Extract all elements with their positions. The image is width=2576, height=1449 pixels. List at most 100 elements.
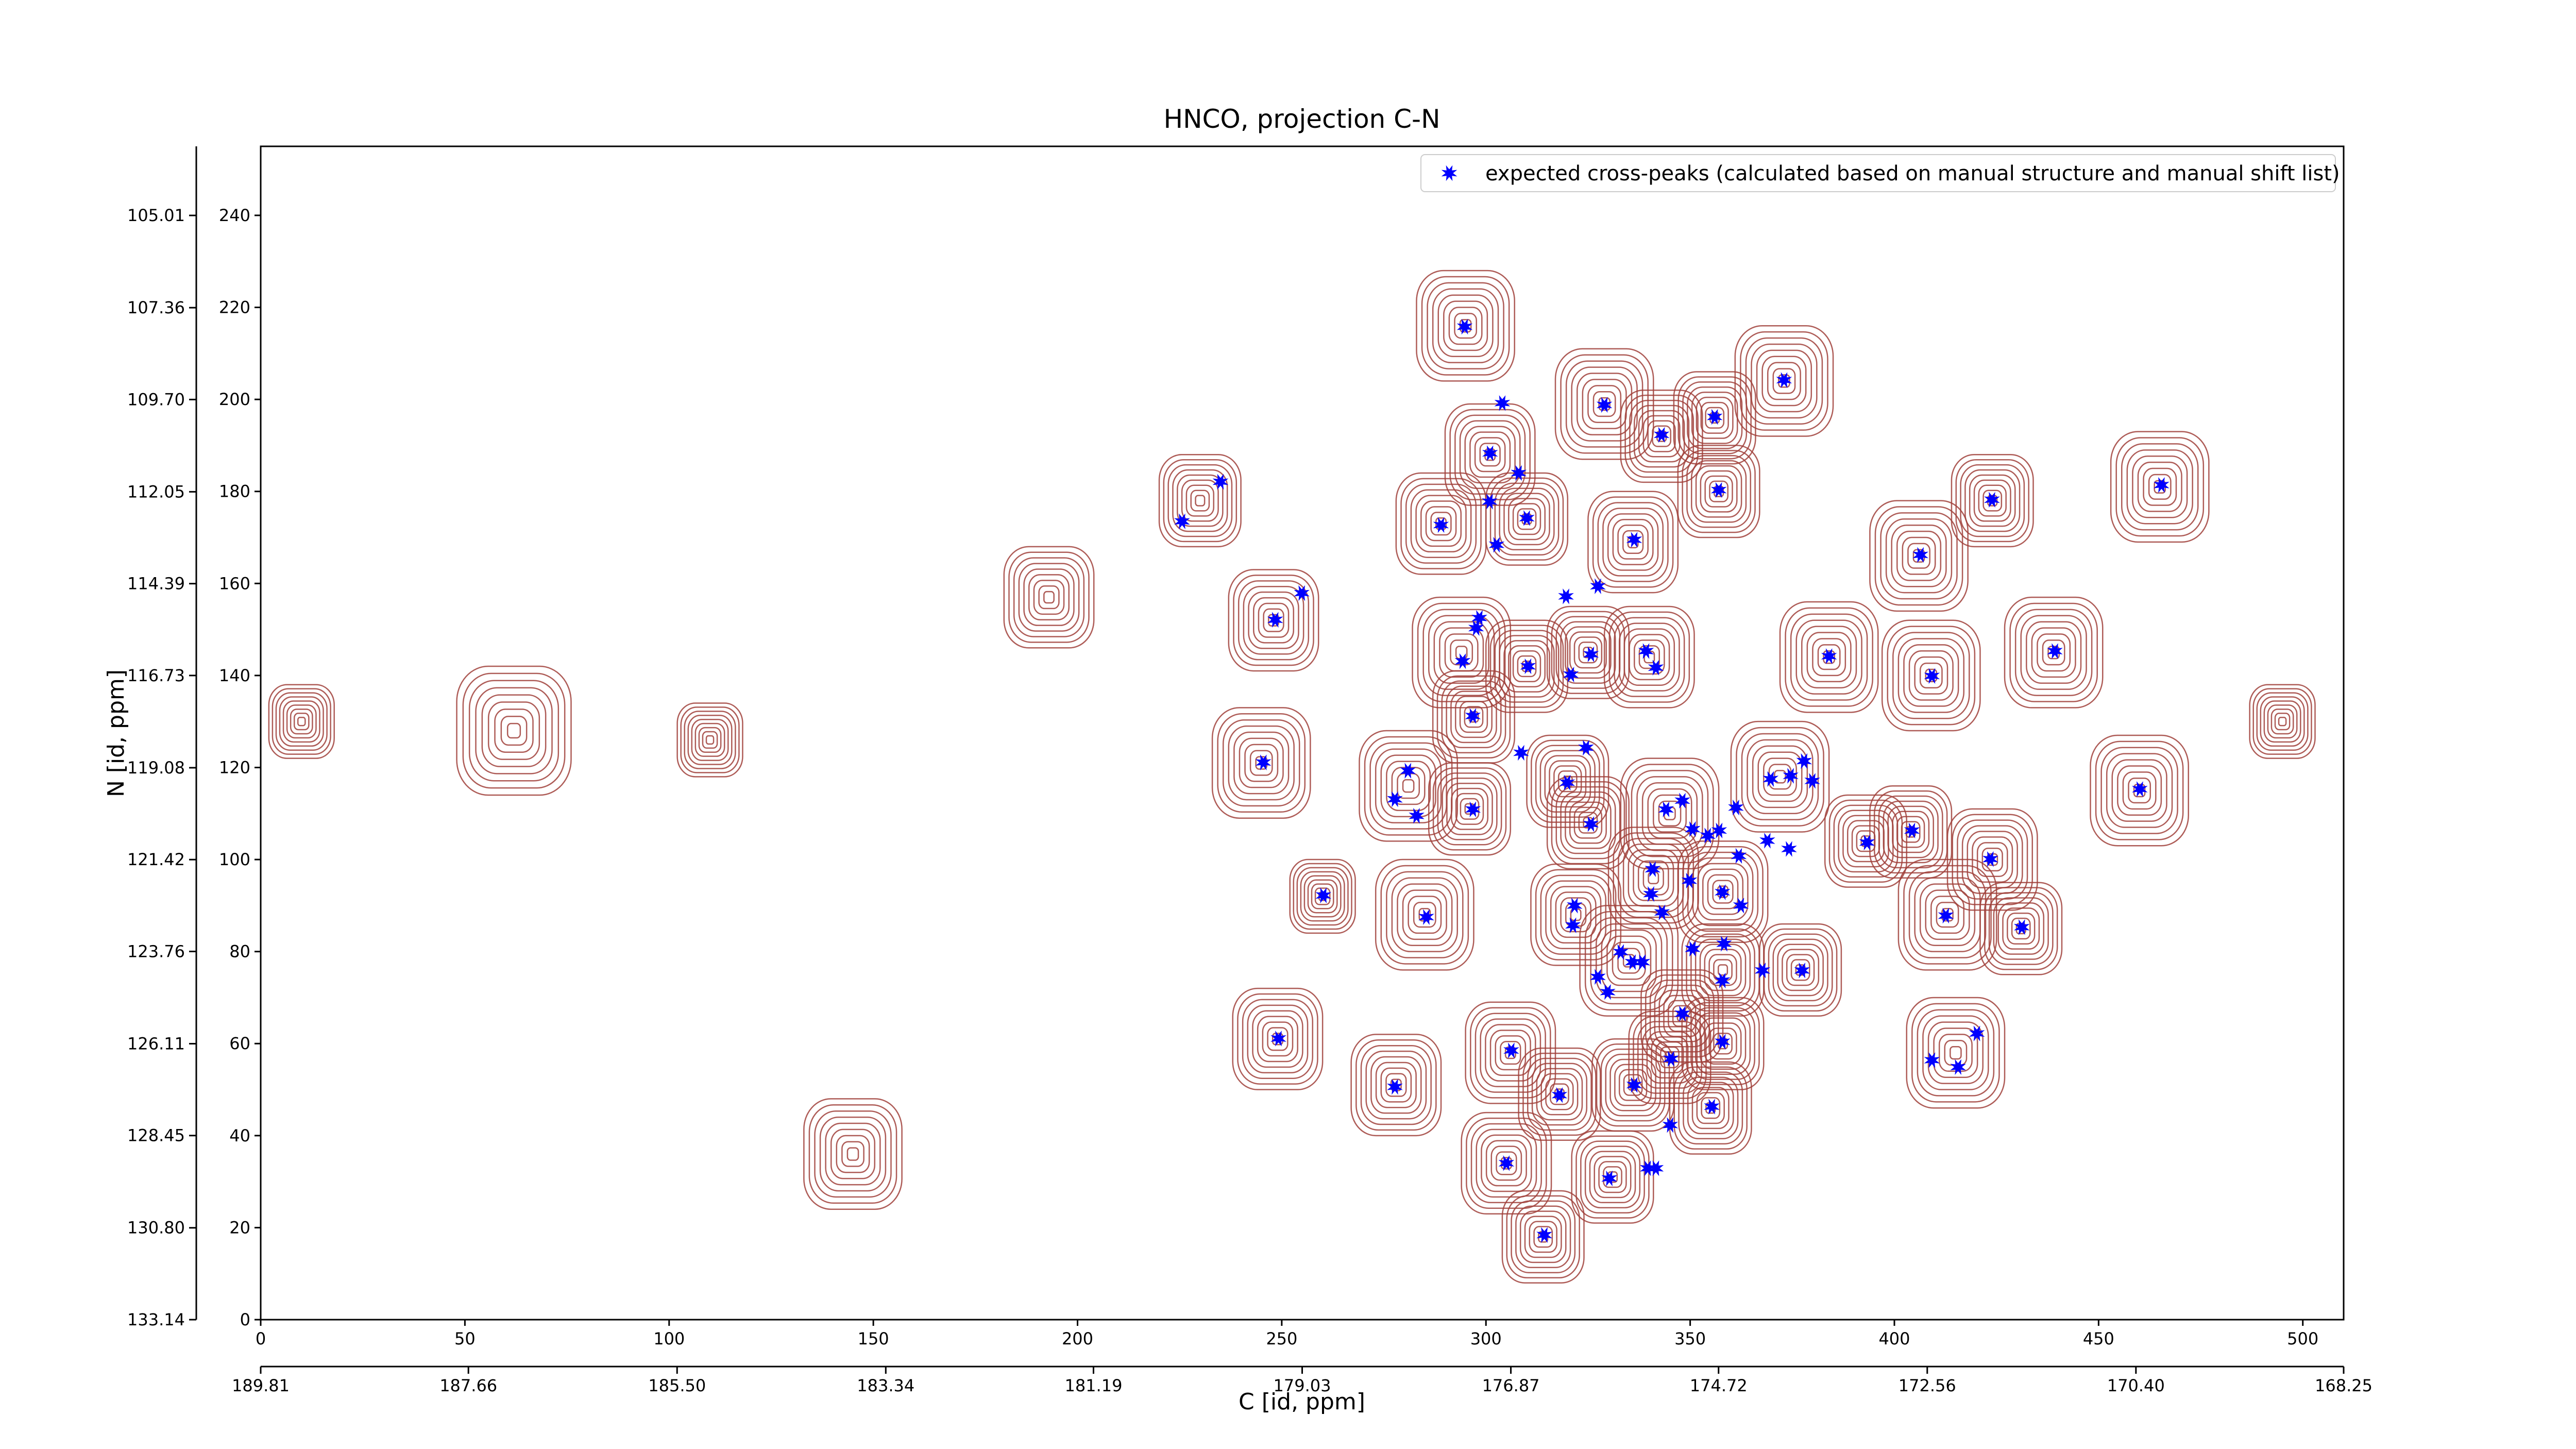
- contour-line: [1495, 1035, 1527, 1071]
- cross-peak-marker: [1315, 887, 1331, 903]
- cross-peak-marker: [1387, 1079, 1403, 1095]
- contour-line: [1454, 313, 1477, 339]
- contour-line: [1642, 415, 1681, 458]
- contour-line: [1405, 483, 1477, 564]
- contour-line: [1428, 615, 1495, 690]
- contour-line: [1682, 381, 1748, 454]
- contour-line: [1801, 626, 1857, 688]
- contour-line: [1580, 1140, 1645, 1214]
- cross-peak-marker: [1674, 793, 1690, 809]
- contour-line: [1517, 508, 1537, 530]
- contour-line: [1704, 475, 1733, 508]
- legend-label: expected cross-peaks (calculated based o…: [1485, 162, 2340, 186]
- contour-line: [1613, 832, 1694, 924]
- contour-line: [1594, 1156, 1632, 1199]
- y2-tick-label: 116.73: [127, 666, 185, 685]
- contour-line: [1490, 1145, 1522, 1181]
- plot-frame: [260, 145, 2345, 1321]
- contour-line: [1590, 917, 1668, 1005]
- cross-peak-marker: [1626, 1077, 1642, 1093]
- contour-line: [1887, 626, 1976, 726]
- cross-peak-marker: [1600, 984, 1616, 1000]
- contour-line: [1459, 701, 1488, 733]
- contour-line: [297, 716, 306, 727]
- contour-line: [1158, 454, 1242, 548]
- contour-line: [1622, 530, 1644, 554]
- contour-line: [1469, 431, 1511, 478]
- contour-line: [1691, 1087, 1730, 1130]
- contour-line: [1380, 1067, 1412, 1103]
- contour-line: [1522, 1052, 1597, 1136]
- x-tick-label: 300: [1470, 1329, 1502, 1349]
- contour-line: [1823, 650, 1835, 664]
- cross-peak-marker: [1387, 791, 1403, 807]
- contour-peak: [1669, 1061, 1752, 1155]
- cross-peak-marker: [1663, 1051, 1679, 1067]
- y-tick-label: 240: [219, 206, 250, 225]
- contour-line: [1503, 640, 1550, 693]
- contour-line: [1752, 745, 1808, 808]
- contour-peak: [1951, 454, 2034, 548]
- contour-line: [1545, 1078, 1574, 1110]
- contour-peak: [1677, 445, 1760, 538]
- x2-tick-label: 183.34: [857, 1376, 914, 1395]
- cross-peak-marker: [1859, 834, 1875, 851]
- cross-peak-marker: [1465, 801, 1481, 817]
- contour-line: [1307, 879, 1338, 914]
- contour-line: [487, 701, 540, 760]
- contour-line: [1500, 1041, 1521, 1065]
- cross-peak-marker: [1658, 801, 1674, 817]
- cross-peak-marker: [1558, 588, 1574, 604]
- contour-line: [1736, 727, 1824, 827]
- contour-peak: [1571, 1130, 1654, 1224]
- contour-line: [1289, 858, 1356, 934]
- contour-line: [1515, 1205, 1571, 1269]
- contour-line: [1785, 607, 1873, 707]
- cross-peak-marker: [1776, 372, 1792, 388]
- contour-line: [1480, 1018, 1541, 1087]
- contour-line: [1614, 1064, 1652, 1106]
- contour-line: [1687, 851, 1759, 932]
- x-tick-label: 50: [454, 1329, 476, 1349]
- contour-line: [1917, 1009, 1995, 1097]
- contour-line: [290, 709, 313, 735]
- contour-line: [1892, 811, 1930, 853]
- contour-line: [1237, 993, 1318, 1085]
- contour-line: [1690, 1007, 1755, 1080]
- contour-line: [1603, 605, 1695, 709]
- cross-peak-marker: [2013, 919, 2030, 935]
- contour-line: [1494, 630, 1560, 703]
- contour-line: [1386, 761, 1431, 812]
- contour-line: [1524, 1216, 1562, 1258]
- contour-peak: [1979, 882, 2063, 975]
- contour-line: [1448, 307, 1483, 345]
- contour-line: [2004, 596, 2104, 709]
- cross-peak-marker: [1653, 427, 1670, 443]
- contour-line: [1919, 883, 1976, 946]
- contour-line: [1930, 896, 1964, 934]
- cross-peak-marker: [1648, 1160, 1664, 1176]
- cross-peak-marker: [2154, 477, 2170, 493]
- contour-peak: [1003, 546, 1095, 649]
- cross-peak-marker: [1982, 851, 1998, 867]
- contour-line: [2007, 912, 2036, 945]
- contour-line: [1249, 750, 1273, 776]
- cross-peak-marker: [1409, 807, 1425, 824]
- y-tick-label: 220: [219, 298, 250, 317]
- contour-line: [1167, 464, 1233, 537]
- contour-line: [1296, 867, 1349, 926]
- contour-line: [808, 1104, 897, 1204]
- contour-line: [1239, 737, 1284, 788]
- cross-peak-marker: [1714, 1034, 1731, 1050]
- contour-line: [1228, 725, 1295, 801]
- cross-peak-marker: [1762, 771, 1779, 787]
- contour-line: [1023, 568, 1075, 626]
- contour-peak: [1554, 348, 1654, 460]
- contour-line: [1258, 602, 1290, 638]
- contour-line: [1620, 757, 1720, 870]
- contour-line: [1896, 530, 1942, 581]
- x2-tick-label: 168.25: [2315, 1376, 2372, 1395]
- contour-line: [1881, 619, 1981, 732]
- contour-line: [1734, 325, 1834, 437]
